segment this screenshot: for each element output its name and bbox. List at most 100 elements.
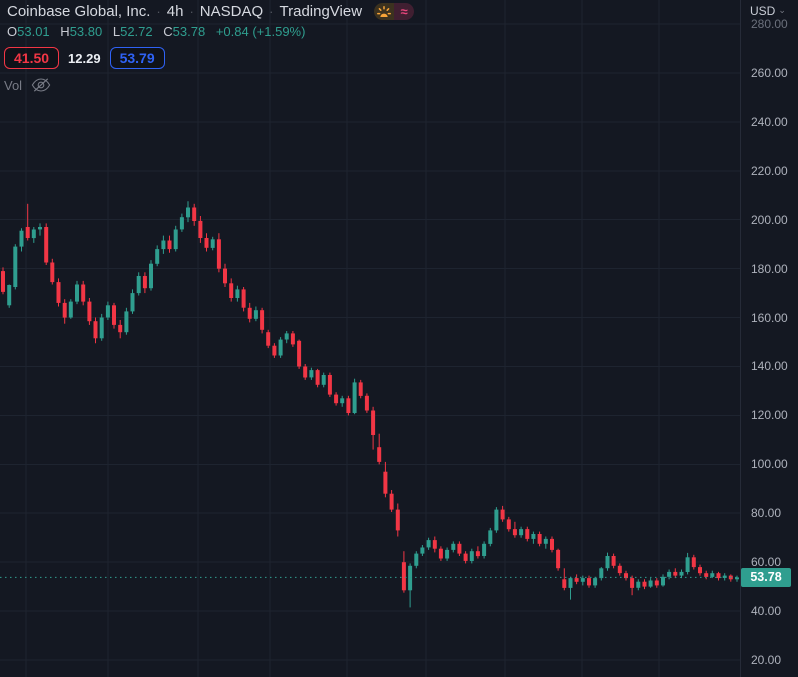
currency-label: USD bbox=[750, 4, 776, 18]
price-axis[interactable]: USD ⌄ 280.00 260.00 240.00 220.00 200.00 180.… bbox=[740, 0, 798, 677]
legend-status-pill[interactable]: ≈ bbox=[374, 3, 415, 20]
candle bbox=[401, 562, 406, 591]
candlestick-chart[interactable] bbox=[0, 0, 740, 677]
candle bbox=[31, 229, 36, 239]
candle bbox=[223, 268, 227, 284]
candle bbox=[574, 578, 579, 582]
price-level-chips: 41.50 12.29 53.79 bbox=[4, 47, 165, 69]
candle bbox=[698, 567, 702, 574]
change-value: +0.84 (+1.59%) bbox=[215, 24, 306, 39]
interval-label[interactable]: 4h bbox=[166, 3, 184, 20]
candle bbox=[204, 238, 209, 248]
candle bbox=[580, 578, 585, 582]
candle bbox=[371, 410, 376, 435]
candle bbox=[1, 271, 5, 292]
waves-icon[interactable]: ≈ bbox=[394, 3, 415, 20]
candle bbox=[186, 207, 190, 218]
separator-dot: · bbox=[269, 4, 274, 19]
high-value: 53.80 bbox=[69, 24, 103, 39]
candle bbox=[173, 229, 178, 250]
candle bbox=[691, 557, 696, 568]
candle bbox=[216, 239, 221, 269]
candle bbox=[309, 370, 314, 378]
candle bbox=[469, 551, 474, 561]
candle bbox=[673, 571, 678, 576]
candle bbox=[420, 547, 425, 554]
candle bbox=[519, 529, 524, 536]
price-alert-low-chip[interactable]: 41.50 bbox=[4, 47, 60, 69]
open-label: O bbox=[7, 24, 18, 39]
candle bbox=[167, 240, 172, 250]
price-tick-label: 260.00 bbox=[751, 65, 788, 80]
candle bbox=[149, 263, 153, 289]
candle bbox=[599, 568, 604, 579]
candle bbox=[358, 382, 363, 396]
candle bbox=[654, 580, 659, 586]
candle bbox=[642, 581, 647, 587]
volume-label: Vol bbox=[4, 77, 23, 93]
candle bbox=[593, 578, 598, 586]
price-alert-high-chip[interactable]: 53.79 bbox=[109, 47, 165, 69]
candle bbox=[735, 577, 739, 580]
candle bbox=[142, 276, 147, 289]
candle bbox=[38, 227, 42, 230]
price-tick-label: 160.00 bbox=[751, 310, 788, 325]
candle bbox=[260, 310, 265, 330]
candle bbox=[19, 230, 24, 247]
currency-dropdown[interactable]: USD ⌄ bbox=[750, 4, 786, 18]
candle bbox=[426, 540, 431, 548]
candle bbox=[130, 293, 135, 312]
candle bbox=[587, 578, 591, 586]
price-tick-label: 240.00 bbox=[751, 114, 788, 129]
candle bbox=[247, 307, 252, 319]
range-value: 12.29 bbox=[68, 50, 101, 66]
price-tick-label: 180.00 bbox=[751, 261, 788, 276]
candle bbox=[50, 262, 55, 283]
close-value: 53.78 bbox=[172, 24, 206, 39]
candle bbox=[93, 321, 98, 339]
candle bbox=[562, 579, 567, 588]
candle bbox=[438, 548, 443, 559]
candle bbox=[475, 551, 480, 557]
price-tick-label: 80.00 bbox=[751, 506, 782, 521]
platform-label[interactable]: TradingView bbox=[279, 3, 363, 20]
candle bbox=[290, 333, 295, 345]
candle bbox=[624, 573, 628, 579]
candle bbox=[7, 285, 12, 306]
candle bbox=[179, 217, 184, 230]
candle bbox=[278, 339, 283, 356]
ohlc-readout: O53.01 H53.80 L52.72 C53.78 +0.84 (+1.59… bbox=[7, 24, 312, 39]
candle bbox=[364, 395, 369, 411]
candle bbox=[99, 317, 104, 339]
price-tick-label: 120.00 bbox=[751, 408, 788, 423]
candle bbox=[303, 366, 308, 378]
candle bbox=[722, 575, 727, 578]
price-tick-label: 140.00 bbox=[751, 359, 788, 374]
candle bbox=[710, 573, 715, 577]
candle bbox=[284, 333, 289, 340]
candle bbox=[266, 332, 271, 346]
candle bbox=[352, 382, 357, 413]
candle bbox=[451, 543, 456, 550]
candle bbox=[327, 375, 332, 395]
last-price-badge: 53.78 bbox=[741, 567, 791, 587]
candle bbox=[198, 220, 203, 238]
symbol-title[interactable]: Coinbase Global, Inc. bbox=[7, 3, 151, 20]
candle bbox=[506, 519, 511, 530]
visibility-toggle-button[interactable] bbox=[31, 77, 51, 93]
candle bbox=[679, 571, 684, 576]
candle bbox=[661, 576, 665, 586]
candle bbox=[210, 239, 215, 248]
candle bbox=[556, 549, 561, 569]
sunrise-icon[interactable] bbox=[374, 3, 395, 20]
chart-canvas[interactable] bbox=[0, 0, 740, 677]
candle bbox=[315, 370, 320, 385]
price-tick-label: 40.00 bbox=[751, 604, 782, 619]
candle bbox=[235, 289, 240, 298]
candle bbox=[512, 529, 517, 536]
price-tick-label: 60.00 bbox=[751, 555, 782, 570]
candle bbox=[272, 345, 277, 356]
candle bbox=[611, 556, 616, 566]
candle bbox=[482, 543, 487, 556]
